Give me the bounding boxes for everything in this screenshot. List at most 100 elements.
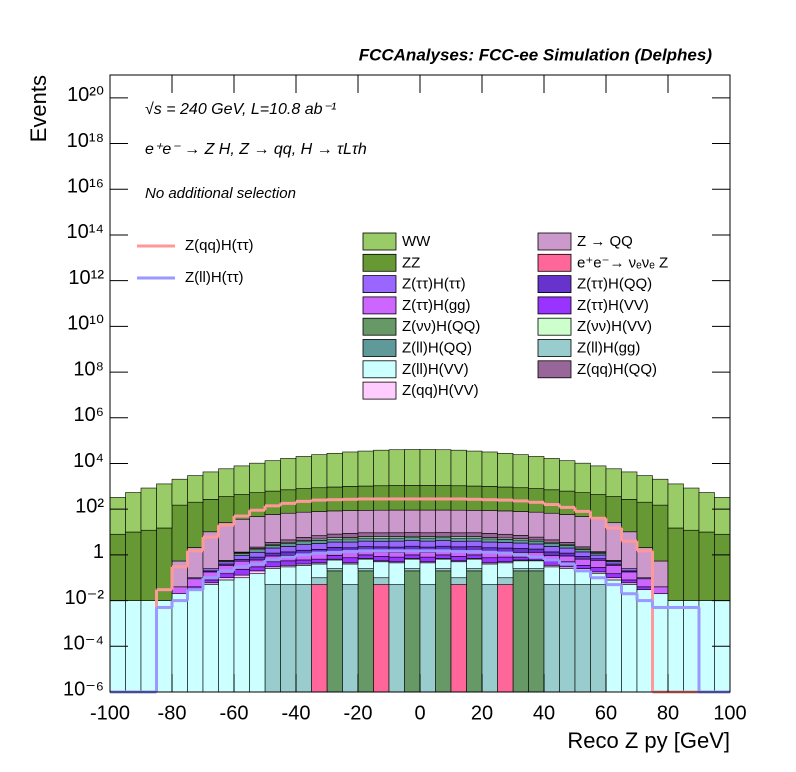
y-tick-label: 10⁶ (74, 404, 104, 426)
histogram-bar (543, 539, 560, 543)
histogram-bar (574, 565, 591, 569)
histogram-bar (388, 449, 405, 486)
histogram-bar (435, 509, 452, 533)
legend-label: Z(ττ)H(QQ) (577, 276, 652, 293)
histogram-bar (311, 511, 328, 536)
histogram-bar (481, 563, 498, 585)
x-axis-label: Reco Z py [GeV] (567, 728, 730, 753)
histogram-bar (497, 542, 514, 549)
histogram-bar (249, 549, 266, 553)
histogram-bar (280, 458, 297, 491)
y-axis-label: Events (26, 75, 51, 142)
x-tick-label: 0 (414, 702, 425, 724)
histogram-bar (512, 542, 529, 549)
histogram-bar (683, 600, 700, 693)
x-tick-label: -100 (90, 702, 130, 724)
legend-label: Z → QQ (577, 233, 633, 250)
histogram-bar (264, 490, 281, 515)
histogram-bar (590, 567, 607, 573)
histogram-bar (373, 551, 390, 557)
histogram-bar (357, 450, 374, 487)
histogram-bar (559, 547, 576, 554)
histogram-bar (419, 449, 436, 486)
histogram-bar (621, 499, 638, 533)
histogram-bar (497, 533, 514, 539)
histogram-bar (357, 554, 374, 559)
histogram-bar (590, 559, 607, 568)
legend-swatch (537, 253, 572, 272)
histogram-bar (249, 516, 266, 548)
legend-swatch (537, 232, 572, 251)
histogram-bar (404, 537, 421, 541)
histogram-bar (512, 535, 529, 540)
histogram-bar (326, 555, 343, 560)
histogram-bar (636, 589, 653, 693)
histogram-bar (233, 577, 250, 693)
histogram-bar (156, 483, 173, 529)
histogram-bar (171, 504, 188, 562)
histogram-bar (450, 449, 467, 487)
histogram-bar (450, 509, 467, 534)
histogram-bar (450, 537, 467, 542)
histogram-bar (497, 584, 514, 693)
histogram-bar (528, 511, 545, 538)
y-tick-label: 10²⁰ (67, 84, 104, 106)
histogram-bar (528, 540, 545, 545)
histogram-bar (683, 529, 700, 601)
histogram-bar (605, 565, 622, 575)
histogram-bar (404, 449, 421, 486)
histogram-bar (466, 570, 483, 693)
histogram-bar (264, 552, 281, 557)
histogram-bar (342, 541, 359, 549)
histogram-bar (373, 556, 390, 562)
histogram-bar (435, 558, 452, 569)
histogram-bar (621, 568, 638, 572)
histogram-bar (311, 454, 328, 489)
histogram-bar (652, 560, 669, 588)
legend-label: Z(ll)H(QQ) (402, 339, 472, 356)
histogram-bar (388, 532, 405, 537)
legend-label: e⁺e⁻→ νₑνₑ Z (577, 254, 668, 271)
histogram-bar (264, 460, 281, 492)
histogram-bar (295, 541, 312, 545)
histogram-bar (202, 471, 219, 500)
histogram-bar (450, 532, 467, 538)
histogram-bar (543, 512, 560, 541)
x-tick-label: -60 (220, 702, 249, 724)
histogram-bar (512, 570, 529, 693)
histogram-bar (528, 456, 545, 489)
histogram-bar (543, 566, 560, 585)
legend-swatch (362, 275, 397, 294)
histogram-bar (280, 551, 297, 556)
histogram-bar (388, 584, 405, 693)
histogram-bar (295, 456, 312, 489)
histogram-bar (295, 544, 312, 551)
histogram-bar (249, 492, 266, 517)
histogram-bar (357, 510, 374, 534)
histogram-bar (218, 496, 235, 524)
histogram-bar (156, 600, 173, 693)
histogram-bar (512, 511, 529, 536)
histogram-bar (404, 540, 421, 547)
y-tick-label: 10¹⁸ (67, 130, 104, 152)
histogram-bar (373, 561, 390, 579)
histogram-bar (667, 483, 684, 529)
histogram-bar (280, 539, 297, 543)
legend-swatch (362, 232, 397, 251)
histogram-bar (528, 488, 545, 513)
histogram-bar (419, 537, 436, 542)
histogram-bar (574, 584, 591, 693)
histogram-bar (342, 533, 359, 538)
histogram-bar (543, 551, 560, 556)
histogram-bar (295, 511, 312, 538)
histogram-bar (311, 539, 328, 544)
y-tick-label: 10⁸ (73, 358, 104, 380)
histogram-bar (450, 540, 467, 548)
histogram-bar (512, 556, 529, 561)
histogram-bar (574, 551, 591, 557)
histogram-bar (605, 561, 622, 565)
histogram-bar (512, 560, 529, 569)
y-tick-label: 10¹⁶ (67, 176, 104, 198)
histogram-bar (543, 489, 560, 514)
histogram-bar (280, 489, 297, 514)
